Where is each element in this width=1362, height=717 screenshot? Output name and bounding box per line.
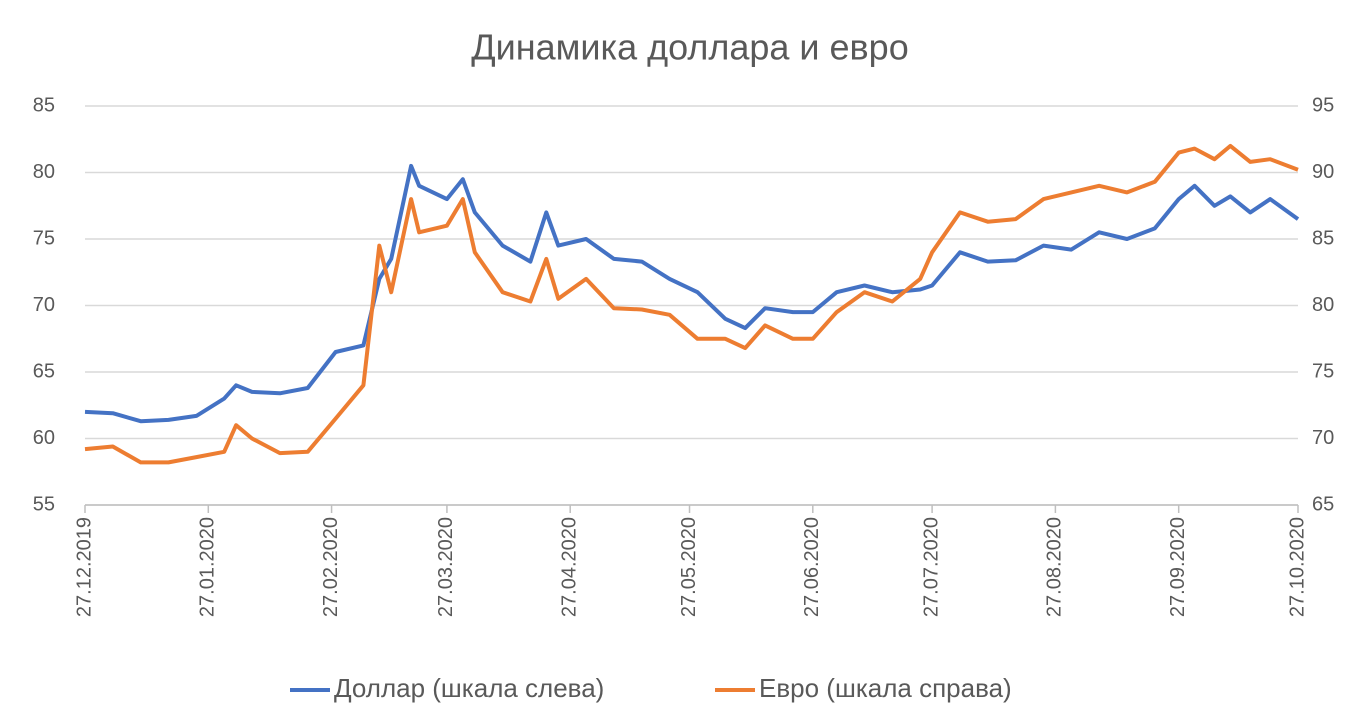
y2-tick-label: 90 <box>1312 161 1334 183</box>
x-tick-label: 27.02.2020 <box>320 517 342 617</box>
legend-label: Евро (шкала справа) <box>759 673 1012 703</box>
x-tick-label: 27.08.2020 <box>1044 517 1066 617</box>
series-line <box>84 163 1300 424</box>
x-tick-label: 27.01.2020 <box>197 517 219 617</box>
chart-title: Динамика доллара и евро <box>471 27 908 68</box>
y-tick-label: 85 <box>33 94 55 116</box>
x-tick-label: 27.03.2020 <box>435 517 457 617</box>
x-tick-label: 27.04.2020 <box>558 517 580 617</box>
y-tick-label: 80 <box>33 161 55 183</box>
y-tick-label: 60 <box>33 427 55 449</box>
x-tick-label: 27.06.2020 <box>801 517 823 617</box>
y2-tick-label: 70 <box>1312 427 1334 449</box>
y-tick-label: 75 <box>33 227 55 249</box>
y2-tick-label: 80 <box>1312 294 1334 316</box>
y2-tick-label: 75 <box>1312 360 1334 382</box>
x-tick-label: 27.10.2020 <box>1286 517 1308 617</box>
x-tick-label: 27.09.2020 <box>1167 517 1189 617</box>
series-line <box>84 143 1299 465</box>
y2-tick-label: 85 <box>1312 227 1334 249</box>
x-tick-label: 27.05.2020 <box>678 517 700 617</box>
y-tick-label: 65 <box>33 360 55 382</box>
x-tick-label: 27.07.2020 <box>920 517 942 617</box>
y2-tick-label: 65 <box>1312 493 1334 515</box>
y-tick-label: 70 <box>33 294 55 316</box>
y2-tick-label: 95 <box>1312 94 1334 116</box>
legend-label: Доллар (шкала слева) <box>334 673 604 703</box>
y-tick-label: 55 <box>33 493 55 515</box>
x-tick-label: 27.12.2019 <box>73 517 95 617</box>
